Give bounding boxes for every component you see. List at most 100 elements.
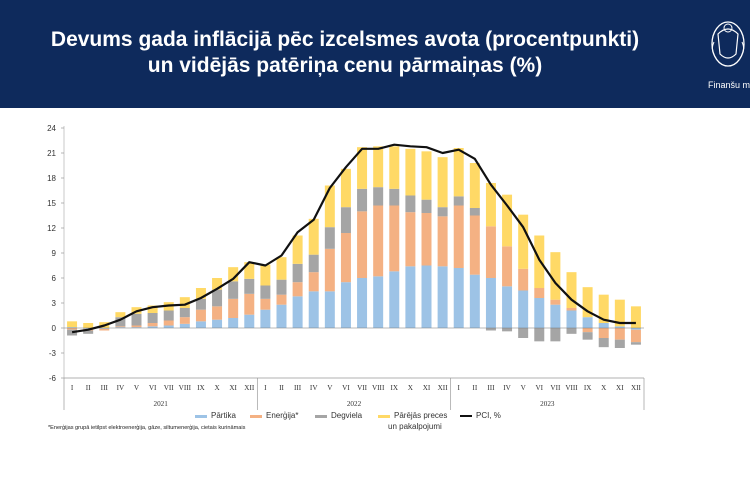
y-tick-label--6: -6 [49, 374, 57, 383]
legend-swatch-energy [250, 415, 262, 418]
y-tick-label-15: 15 [47, 199, 56, 208]
bar-other-32 [582, 287, 593, 318]
bar-energy-11 [244, 293, 255, 315]
month-label-22: XI [423, 384, 431, 392]
bar-food-12 [260, 309, 271, 328]
bar-fuel-4 [131, 313, 142, 326]
bar-fuel-16 [324, 227, 335, 249]
bar-other-19 [373, 146, 384, 188]
bar-other-20 [389, 146, 400, 189]
bar-other-29 [534, 235, 545, 288]
legend-label-energy: Enerģija* [266, 411, 299, 420]
bar-energy-32 [582, 328, 593, 333]
bar-other-35 [630, 306, 641, 328]
bar-other-25 [469, 163, 480, 208]
bar-other-13 [276, 257, 287, 280]
month-label-18: VII [357, 384, 368, 392]
bar-fuel-18 [357, 188, 368, 212]
month-label-9: X [214, 384, 220, 392]
bar-food-25 [469, 274, 480, 328]
bar-fuel-12 [260, 285, 271, 299]
bar-energy-33 [598, 328, 609, 338]
bar-fuel-34 [614, 339, 625, 348]
bar-energy-18 [357, 211, 368, 278]
year-label-2021: 2021 [153, 400, 168, 408]
bar-food-4 [131, 327, 142, 328]
bar-food-26 [485, 278, 496, 328]
bar-fuel-14 [292, 263, 303, 283]
month-label-28: V [521, 384, 527, 392]
bar-other-10 [228, 267, 239, 282]
bar-food-28 [518, 290, 529, 328]
footnote: *Enerģijas grupā ietilpst elektroenerģij… [48, 425, 246, 431]
bar-fuel-3 [115, 317, 126, 327]
bar-other-22 [421, 151, 432, 200]
bar-fuel-9 [212, 289, 223, 307]
bar-energy-13 [276, 294, 287, 305]
y-tick-label-6: 6 [52, 274, 57, 283]
bar-energy-24 [453, 205, 464, 268]
bar-energy-4 [131, 325, 142, 328]
pci-line-layer [71, 143, 636, 334]
bar-other-27 [502, 194, 513, 247]
month-label-19: VIII [372, 384, 385, 392]
legend-swatch-food [195, 415, 207, 418]
month-label-11: XII [244, 384, 255, 392]
bar-energy-26 [485, 226, 496, 278]
bar-fuel-31 [566, 328, 577, 334]
bar-other-14 [292, 235, 303, 264]
bar-food-2 [99, 328, 110, 329]
bar-fuel-32 [582, 332, 593, 340]
bar-energy-27 [502, 246, 513, 287]
bar-food-14 [292, 296, 303, 328]
month-label-35: XII [631, 384, 642, 392]
bar-energy-10 [228, 298, 239, 318]
bar-other-8 [195, 288, 206, 299]
bar-energy-34 [614, 328, 625, 340]
month-label-16: V [327, 384, 333, 392]
bar-fuel-23 [437, 207, 448, 217]
bar-food-30 [550, 304, 561, 328]
bar-energy-19 [373, 205, 384, 277]
bar-food-27 [502, 286, 513, 328]
bar-food-1 [83, 328, 94, 329]
month-label-10: XI [229, 384, 237, 392]
bar-fuel-19 [373, 187, 384, 206]
month-label-26: III [487, 384, 495, 392]
bar-fuel-0 [67, 329, 78, 336]
bar-energy-25 [469, 215, 480, 275]
y-tick-label--3: -3 [49, 349, 57, 358]
ministry-name: Finanšu m [708, 80, 750, 90]
bar-other-9 [212, 278, 223, 290]
bar-energy-21 [405, 212, 416, 267]
bar-other-31 [566, 272, 577, 308]
bar-food-16 [324, 291, 335, 328]
bar-other-12 [260, 264, 271, 286]
month-label-4: V [134, 384, 140, 392]
bar-other-3 [115, 312, 126, 318]
bar-food-11 [244, 314, 255, 328]
bar-fuel-7 [179, 308, 190, 318]
bar-food-21 [405, 266, 416, 328]
bar-food-22 [421, 265, 432, 328]
bar-energy-8 [195, 309, 206, 322]
bar-other-33 [598, 294, 609, 323]
month-label-33: X [601, 384, 607, 392]
bar-fuel-10 [228, 281, 239, 299]
month-label-29: VI [535, 384, 543, 392]
bar-energy-35 [630, 329, 641, 343]
bar-fuel-11 [244, 278, 255, 294]
legend-swatch-fuel [315, 415, 327, 418]
month-label-25: II [472, 384, 477, 392]
month-label-3: IV [117, 384, 125, 392]
legend-label-pci: PCI, % [476, 411, 501, 420]
bar-food-5 [147, 326, 158, 328]
bar-energy-12 [260, 298, 271, 310]
legend-label-food: Pārtika [211, 411, 236, 420]
bar-fuel-28 [518, 328, 529, 338]
bar-other-0 [67, 321, 78, 328]
bar-fuel-24 [453, 196, 464, 206]
bar-energy-28 [518, 268, 529, 291]
month-label-5: VI [149, 384, 157, 392]
